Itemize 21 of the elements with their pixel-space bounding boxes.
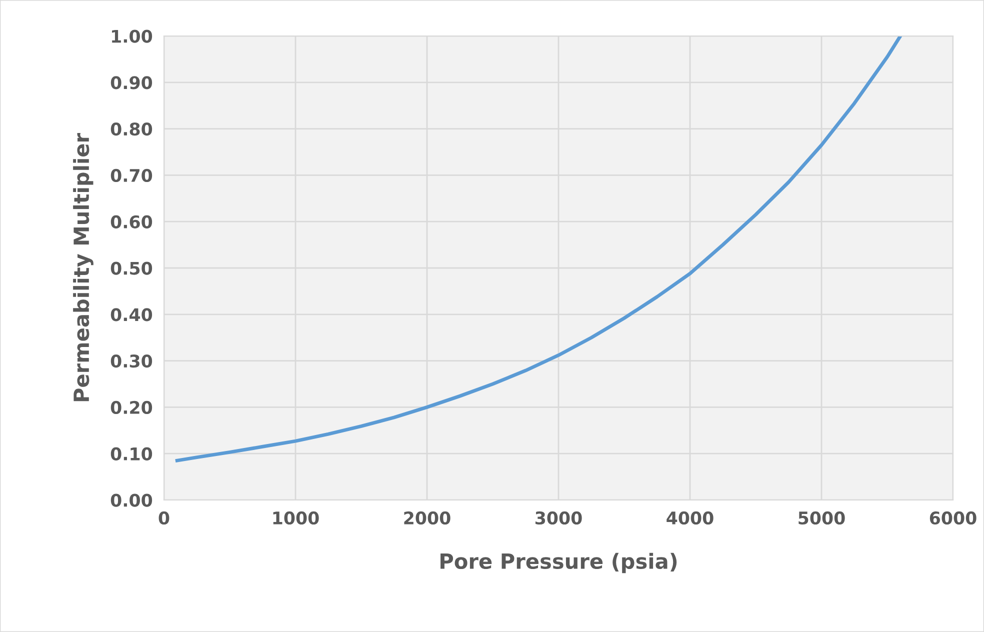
- x-axis-title: Pore Pressure (psia): [440, 552, 677, 574]
- x-tick-label: 4000: [666, 511, 714, 525]
- line-series: [175, 36, 902, 462]
- y-tick-label: 0.80: [110, 122, 152, 136]
- y-tick-label: 0.10: [110, 447, 152, 460]
- x-tick-label: 0: [158, 511, 170, 525]
- x-tick-label: 6000: [930, 511, 976, 525]
- y-tick-label: 0.20: [110, 400, 152, 414]
- x-tick-label: 1000: [273, 511, 319, 525]
- y-axis-title: Permeability Multiplier: [73, 133, 94, 402]
- y-tick-label: 0.70: [110, 168, 152, 182]
- x-tick-label: 3000: [536, 511, 582, 525]
- y-tick-label: 0.90: [110, 76, 152, 90]
- y-tick-label: 1.00: [112, 30, 152, 43]
- y-tick-label: 0.30: [110, 354, 152, 368]
- y-tick-label: 0.50: [110, 262, 152, 275]
- x-tick-label: 5000: [798, 511, 845, 525]
- y-tick-label: 0.00: [110, 494, 152, 507]
- y-tick-label: 0.40: [110, 308, 152, 322]
- y-tick-label: 0.60: [110, 215, 152, 228]
- x-tick-label: 2000: [404, 511, 450, 525]
